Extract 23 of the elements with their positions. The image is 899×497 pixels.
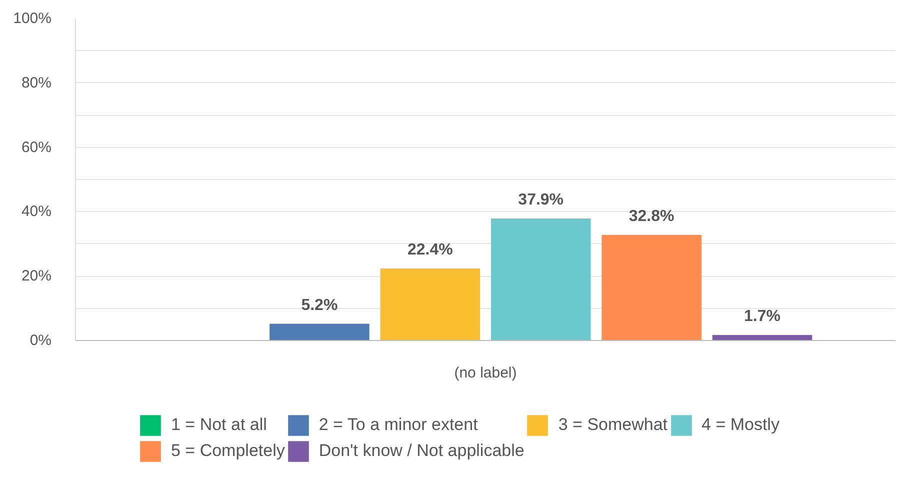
bar [602, 234, 702, 340]
bar [712, 335, 812, 340]
data-label: 32.8% [628, 208, 674, 225]
y-tick-label: 20% [21, 268, 52, 285]
legend-label: 2 = To a minor extent [318, 414, 478, 436]
y-tick-label: 40% [21, 203, 52, 220]
legend-label: 3 = Somewhat [558, 414, 668, 436]
bar [270, 324, 370, 340]
data-label: 5.2% [301, 296, 338, 314]
y-tick-label: 80% [21, 74, 52, 92]
legend-label: 4 = Mostly [702, 414, 780, 436]
data-label: 1.7% [744, 308, 780, 326]
x-tick-label: (no label) [454, 364, 517, 382]
legend-label: 5 = Completely [171, 440, 285, 462]
legend-label: 1 = Not at all [171, 414, 267, 436]
bar [490, 218, 591, 340]
bar [380, 268, 480, 340]
y-tick-label: 0% [30, 332, 52, 349]
y-tick-label: 60% [21, 138, 52, 156]
data-label: 37.9% [518, 191, 564, 208]
y-tick-label: 100% [13, 10, 52, 27]
legend-label: Don't know / Not applicable [318, 440, 524, 462]
data-label: 22.4% [407, 241, 453, 258]
